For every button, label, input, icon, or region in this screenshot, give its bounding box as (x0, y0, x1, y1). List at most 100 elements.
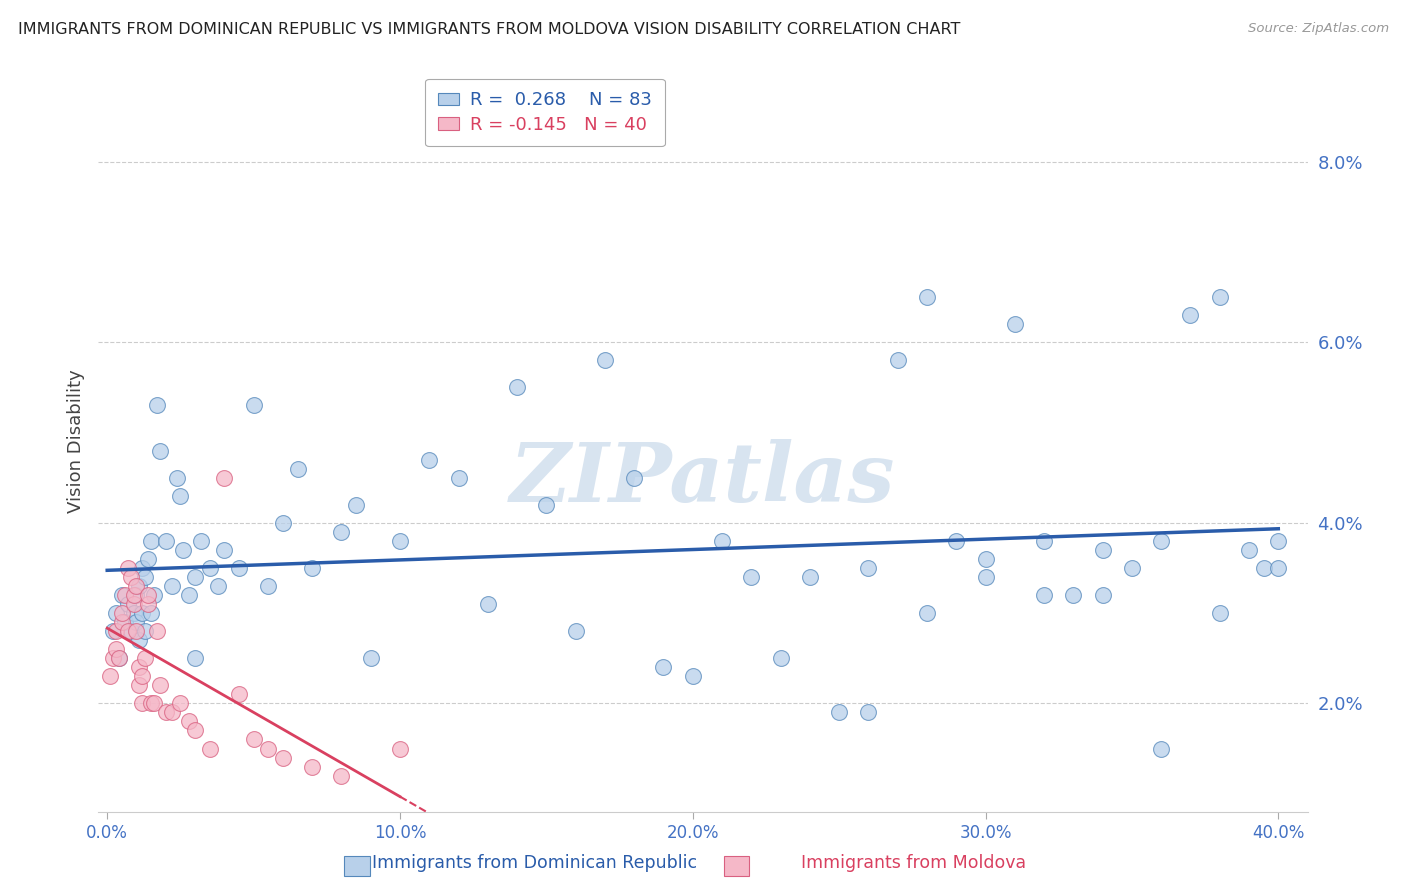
Point (257, 579, 280, 593)
Point (108, 651, 131, 665)
Point (122, 588, 145, 602)
Point (1267, 533, 1289, 548)
Point (125, 615, 148, 629)
Point (136, 588, 159, 602)
Point (360, 651, 382, 665)
Point (198, 561, 221, 575)
Point (104, 606, 127, 620)
Point (344, 498, 367, 512)
Point (207, 579, 229, 593)
Point (1209, 290, 1232, 304)
Text: Source: ZipAtlas.com: Source: ZipAtlas.com (1249, 22, 1389, 36)
Point (506, 380, 529, 394)
Point (1180, 308, 1202, 322)
Point (134, 651, 156, 665)
Point (652, 660, 675, 674)
Point (1209, 606, 1232, 620)
Point (1004, 317, 1026, 331)
Point (301, 561, 323, 575)
Point (149, 443, 172, 458)
Point (915, 606, 938, 620)
Point (536, 498, 558, 512)
Point (111, 615, 134, 629)
Point (1062, 588, 1084, 602)
Point (974, 570, 997, 584)
Point (111, 606, 134, 620)
Point (214, 470, 236, 484)
Point (139, 533, 162, 548)
Point (134, 570, 156, 584)
Point (858, 561, 880, 575)
Point (1253, 561, 1275, 575)
Point (155, 706, 177, 720)
Point (271, 750, 294, 764)
Point (149, 678, 172, 692)
Point (214, 542, 236, 557)
Point (131, 669, 153, 683)
Point (740, 570, 762, 584)
Point (184, 570, 207, 584)
Point (915, 290, 938, 304)
Point (1267, 561, 1289, 575)
Point (330, 524, 353, 539)
Point (418, 452, 440, 467)
Point (198, 741, 221, 756)
Point (146, 624, 169, 639)
Text: ZIPatlas: ZIPatlas (510, 439, 896, 518)
Point (184, 651, 207, 665)
Legend: R =  0.268    N = 83, R = -0.145   N = 40: R = 0.268 N = 83, R = -0.145 N = 40 (425, 78, 665, 146)
Point (117, 561, 139, 575)
Point (242, 732, 264, 747)
Point (190, 533, 212, 548)
Point (228, 561, 250, 575)
Point (242, 399, 264, 413)
Point (166, 470, 188, 484)
Point (447, 470, 470, 484)
Point (172, 542, 194, 557)
Point (101, 624, 124, 639)
Text: IMMIGRANTS FROM DOMINICAN REPUBLIC VS IMMIGRANTS FROM MOLDOVA VISION DISABILITY : IMMIGRANTS FROM DOMINICAN REPUBLIC VS IM… (18, 22, 960, 37)
Point (131, 697, 153, 711)
Point (120, 624, 142, 639)
Point (143, 697, 166, 711)
Point (1091, 588, 1114, 602)
Point (828, 706, 851, 720)
Point (301, 759, 323, 773)
Point (179, 714, 201, 729)
Point (108, 651, 131, 665)
Point (131, 606, 153, 620)
Point (122, 597, 145, 611)
Point (1150, 741, 1173, 756)
Point (104, 642, 127, 657)
Point (98, 669, 121, 683)
Point (886, 353, 908, 368)
Point (184, 723, 207, 738)
Point (143, 588, 166, 602)
Point (1121, 561, 1143, 575)
Point (122, 606, 145, 620)
Point (104, 624, 127, 639)
Point (330, 769, 353, 783)
Point (564, 624, 586, 639)
Point (593, 353, 616, 368)
Point (169, 697, 191, 711)
Point (1033, 588, 1056, 602)
Point (131, 561, 153, 575)
Y-axis label: Vision Disability: Vision Disability (66, 369, 84, 514)
Point (1237, 542, 1260, 557)
Point (125, 579, 148, 593)
Point (271, 516, 294, 530)
Point (128, 660, 150, 674)
Point (128, 579, 150, 593)
Point (287, 461, 309, 475)
Point (1150, 533, 1173, 548)
Point (128, 678, 150, 692)
Point (179, 588, 201, 602)
Text: Immigrants from Dominican Republic: Immigrants from Dominican Republic (371, 855, 697, 872)
Point (136, 597, 159, 611)
Point (128, 633, 150, 648)
Point (101, 651, 124, 665)
Point (120, 570, 142, 584)
Point (111, 588, 134, 602)
Point (160, 706, 183, 720)
